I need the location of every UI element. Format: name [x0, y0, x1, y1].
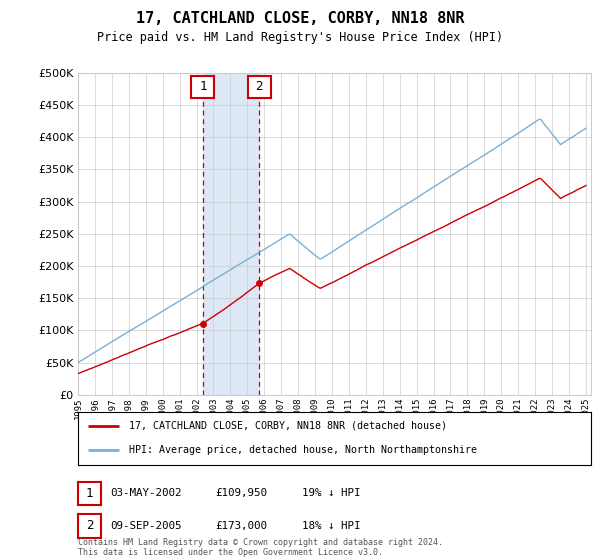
Text: HPI: Average price, detached house, North Northamptonshire: HPI: Average price, detached house, Nort… — [130, 445, 478, 455]
Text: 1: 1 — [86, 487, 93, 500]
Text: Contains HM Land Registry data © Crown copyright and database right 2024.
This d: Contains HM Land Registry data © Crown c… — [78, 538, 443, 557]
Text: 2: 2 — [86, 519, 93, 533]
Text: 03-MAY-2002: 03-MAY-2002 — [110, 488, 181, 498]
Text: £173,000: £173,000 — [215, 521, 267, 531]
Text: £109,950: £109,950 — [215, 488, 267, 498]
Text: 1: 1 — [199, 80, 206, 94]
Text: 17, CATCHLAND CLOSE, CORBY, NN18 8NR: 17, CATCHLAND CLOSE, CORBY, NN18 8NR — [136, 11, 464, 26]
Text: 17, CATCHLAND CLOSE, CORBY, NN18 8NR (detached house): 17, CATCHLAND CLOSE, CORBY, NN18 8NR (de… — [130, 421, 448, 431]
Text: 09-SEP-2005: 09-SEP-2005 — [110, 521, 181, 531]
Text: Price paid vs. HM Land Registry's House Price Index (HPI): Price paid vs. HM Land Registry's House … — [97, 31, 503, 44]
Text: 18% ↓ HPI: 18% ↓ HPI — [302, 521, 360, 531]
Text: 19% ↓ HPI: 19% ↓ HPI — [302, 488, 360, 498]
Text: 2: 2 — [256, 80, 263, 94]
Bar — [203, 73, 259, 395]
